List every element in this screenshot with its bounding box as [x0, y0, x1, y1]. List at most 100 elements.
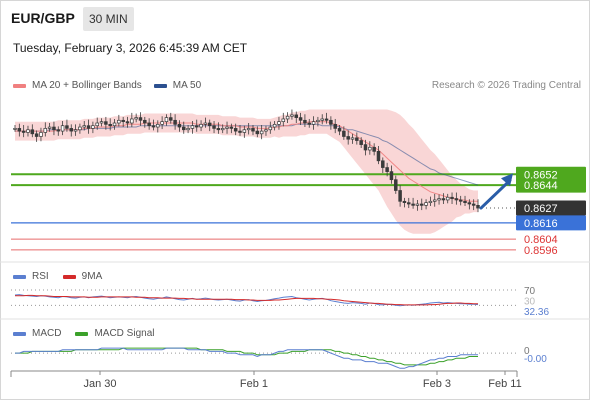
x-tick-label: Feb 1 — [240, 378, 268, 390]
current-price-label: 0.8627 — [524, 203, 558, 215]
candle — [320, 118, 324, 121]
forecast-arrowhead — [501, 173, 513, 187]
macd-signal-legend-label: MACD Signal — [94, 328, 155, 339]
macd-legend: MACD MACD Signal — [13, 328, 154, 339]
candle — [363, 144, 368, 151]
candle — [216, 128, 221, 131]
candle — [130, 118, 134, 124]
candle — [95, 122, 99, 127]
candle — [307, 122, 311, 125]
candle — [52, 126, 56, 131]
candle — [30, 129, 35, 135]
candle — [411, 203, 415, 206]
rsi-level-30-label: 30 — [524, 296, 536, 307]
candle — [333, 123, 337, 129]
candle — [56, 129, 61, 132]
candle — [173, 119, 177, 125]
resistance-label-1: 0.8652 — [524, 169, 558, 181]
rsi-level-70-label: 70 — [524, 286, 536, 297]
candle — [169, 117, 173, 121]
candle — [229, 126, 234, 129]
candle — [164, 117, 169, 122]
candle — [255, 130, 260, 135]
candle — [432, 199, 437, 202]
candle — [212, 125, 216, 129]
candle — [91, 125, 95, 129]
symbol-title: EUR/GBP — [11, 10, 75, 26]
main-legend: MA 20 + Bollinger Bands MA 50 — [13, 80, 201, 91]
candle — [398, 190, 402, 202]
candle — [112, 122, 117, 127]
candle — [281, 118, 286, 122]
candle — [467, 202, 472, 205]
x-tick-label: Feb 3 — [423, 378, 451, 390]
candle — [441, 198, 446, 201]
candle — [99, 121, 104, 124]
datetime-label: Tuesday, February 3, 2026 6:45:39 AM CET — [13, 41, 248, 55]
candle — [160, 121, 164, 125]
ma20-legend-swatch — [13, 83, 26, 88]
candle — [143, 119, 147, 124]
candle — [376, 151, 381, 162]
candle — [298, 117, 303, 121]
candle — [389, 171, 394, 181]
candle — [207, 122, 212, 127]
support-label-1: 0.8604 — [524, 234, 558, 246]
candle — [138, 117, 143, 121]
candle — [346, 136, 350, 140]
candle — [368, 146, 372, 151]
macd-legend-swatch — [13, 331, 26, 336]
candle — [402, 200, 407, 204]
candle — [458, 199, 463, 202]
rsi-legend-label: RSI — [32, 271, 49, 282]
candle — [194, 125, 199, 128]
candle — [415, 203, 420, 206]
candle — [242, 129, 247, 133]
candle — [73, 129, 78, 132]
candle — [246, 128, 251, 131]
ma50-legend-label: MA 50 — [172, 80, 202, 91]
candle — [182, 126, 186, 131]
candle — [454, 198, 459, 201]
candle — [199, 123, 203, 128]
candle — [445, 196, 450, 201]
rsi-current-label: 32.36 — [524, 307, 549, 318]
candle — [259, 130, 264, 135]
candle — [372, 146, 376, 152]
candle — [225, 126, 229, 129]
candle — [272, 123, 277, 128]
candle — [342, 130, 346, 137]
current-price-label-bg — [516, 200, 586, 216]
candle — [220, 128, 225, 131]
candle — [65, 125, 69, 129]
candle — [471, 203, 476, 206]
candle — [233, 128, 238, 132]
rsi-legend-swatch — [13, 274, 26, 279]
macd-zero-label: 0 — [524, 346, 530, 357]
candle — [337, 128, 342, 132]
candle — [104, 121, 108, 125]
candle — [350, 137, 355, 140]
candle — [203, 122, 208, 125]
rsi-ma9-legend-label: 9MA — [81, 271, 103, 282]
rsi-ma9-line — [15, 294, 478, 306]
candle — [355, 137, 359, 141]
forecast-arrow — [479, 178, 512, 210]
candle — [381, 160, 385, 168]
candle — [156, 123, 160, 128]
rsi-ma9-legend-swatch — [62, 274, 76, 279]
candle — [108, 123, 112, 127]
candle — [264, 129, 268, 132]
candle — [78, 126, 82, 131]
candle — [69, 128, 74, 132]
candle — [277, 121, 281, 125]
macd-line — [15, 347, 478, 369]
timeframe-button[interactable]: 30 MIN — [83, 7, 134, 31]
candles — [13, 109, 480, 213]
macd-signal-legend-swatch — [75, 331, 89, 336]
candle — [407, 202, 411, 205]
resistance-label-bg — [516, 166, 586, 193]
resistance-label-2: 0.8644 — [524, 180, 558, 192]
candle — [134, 117, 138, 120]
